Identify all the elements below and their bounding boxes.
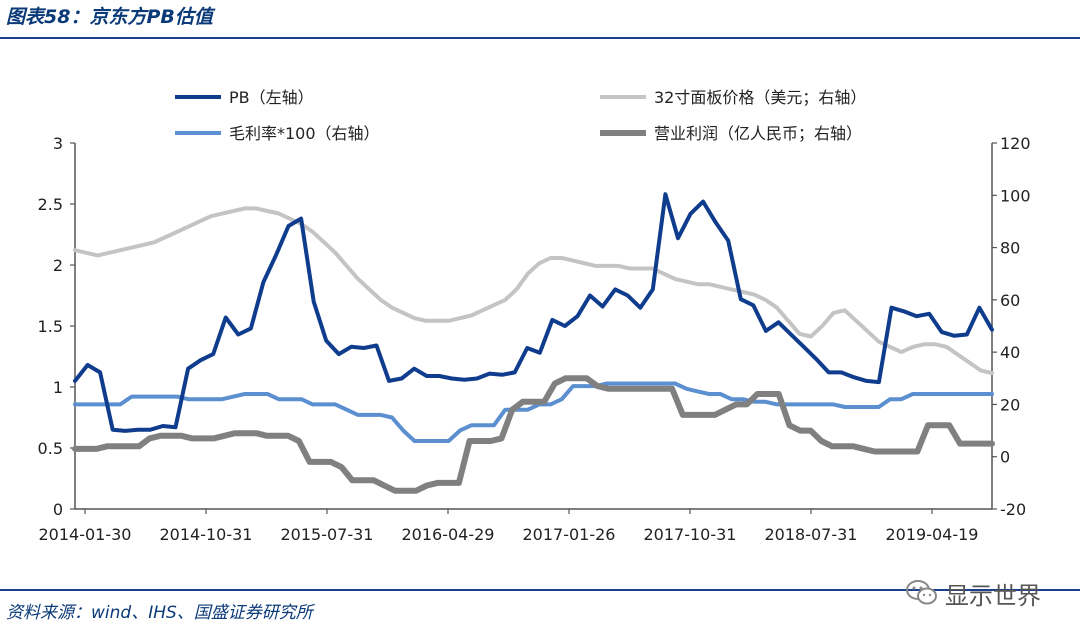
watermark-text: 显示世界 (945, 581, 1041, 610)
source-note: 资料来源：wind、IHS、国盛证券研究所 (6, 603, 313, 623)
series-line-0 (73, 192, 994, 433)
watermark: 显示世界 (905, 575, 1055, 611)
x-tick-label: 2014-01-30 (39, 525, 132, 544)
y-right-tick-label: -20 (1000, 500, 1026, 519)
y-left-tick-label: 2.5 (38, 195, 63, 214)
y-left-tick-label: 0 (53, 500, 63, 519)
y-right-tick-label: 120 (1000, 134, 1031, 153)
x-tick-label: 2017-01-26 (523, 525, 616, 544)
y-right-tick-label: 20 (1000, 395, 1020, 414)
x-tick-label: 2016-04-29 (402, 525, 495, 544)
y-left-tick-label: 1 (53, 378, 63, 397)
y-right-tick-label: 40 (1000, 343, 1020, 362)
legend-label: PB（左轴） (229, 88, 314, 107)
x-tick-label: 2019-04-19 (886, 525, 979, 544)
y-right-tick-label: 100 (1000, 186, 1031, 205)
legend-label: 毛利率*100（右轴） (229, 124, 380, 143)
x-tick-label: 2014-10-31 (160, 525, 253, 544)
header-rule (0, 37, 1080, 39)
y-right-tick-label: 0 (1000, 448, 1010, 467)
y-right-tick-label: 60 (1000, 291, 1020, 310)
y-left-tick-label: 2 (53, 256, 63, 275)
series-line-3 (72, 375, 995, 494)
series-line-1 (73, 206, 994, 376)
legend-label: 32寸面板价格（美元；右轴） (654, 88, 866, 107)
x-tick-label: 2017-10-31 (644, 525, 737, 544)
chart-title: 图表58：京东方PB估值 (6, 6, 213, 28)
y-left-tick-label: 1.5 (38, 317, 63, 336)
legend-label: 营业利润（亿人民币；右轴） (654, 124, 862, 143)
series-line-2 (73, 381, 994, 443)
footer-rule (0, 589, 1080, 591)
chart-canvas: 0 0.5 1 1.5 2 2.5 3 -20 0 20 40 60 80 100 120 2014-01-3… (38, 88, 1031, 544)
y-right-tick-label: 80 (1000, 239, 1020, 258)
x-tick-label: 2018-07-31 (765, 525, 858, 544)
wechat-icon (906, 580, 937, 605)
x-tick-label: 2015-07-31 (281, 525, 374, 544)
y-left-tick-label: 0.5 (38, 439, 63, 458)
y-left-tick-label: 3 (53, 134, 63, 153)
